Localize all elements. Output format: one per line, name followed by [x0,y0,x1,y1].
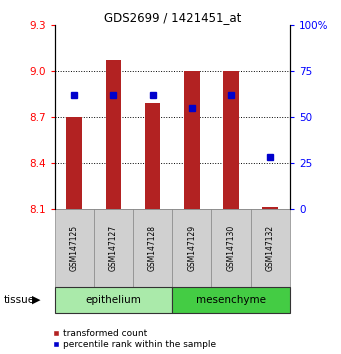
Bar [172,209,211,287]
Text: GSM147130: GSM147130 [226,225,236,271]
Legend: transformed count, percentile rank within the sample: transformed count, percentile rank withi… [52,329,216,349]
Text: GSM147125: GSM147125 [70,225,79,271]
Bar [55,209,94,287]
Bar [66,117,82,209]
Bar [94,209,133,287]
Text: GSM147129: GSM147129 [187,225,196,271]
Text: GSM147127: GSM147127 [109,225,118,271]
Bar [262,207,278,209]
Bar [172,287,290,313]
Bar [105,60,121,209]
Bar [55,287,172,313]
Text: ▶: ▶ [32,295,41,305]
Title: GDS2699 / 1421451_at: GDS2699 / 1421451_at [104,11,241,24]
Bar [223,71,239,209]
Bar [211,209,251,287]
Bar [133,209,172,287]
Bar [184,71,199,209]
Bar [251,209,290,287]
Text: GSM147128: GSM147128 [148,225,157,271]
Text: epithelium: epithelium [86,295,141,305]
Text: tissue: tissue [3,295,34,305]
Text: GSM147132: GSM147132 [266,225,275,271]
Text: mesenchyme: mesenchyme [196,295,266,305]
Bar [145,103,160,209]
